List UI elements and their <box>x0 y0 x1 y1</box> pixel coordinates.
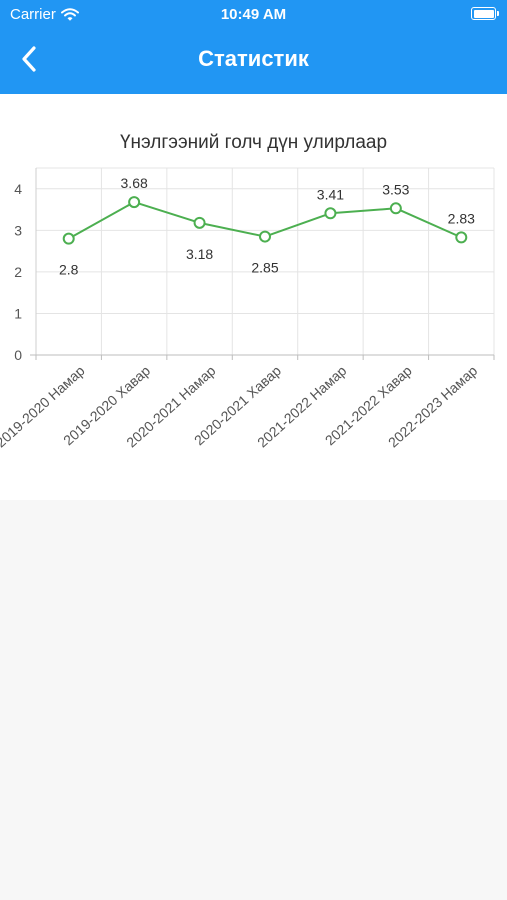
data-label: 3.53 <box>382 181 409 197</box>
data-point <box>455 231 468 244</box>
data-label: 2.8 <box>59 262 79 278</box>
data-label: 2.83 <box>448 210 475 226</box>
data-point <box>389 202 402 215</box>
data-point <box>259 230 271 243</box>
status-bar: Carrier 10:49 AM <box>0 0 507 28</box>
y-tick-label: 1 <box>14 305 22 321</box>
page-title: Статистик <box>198 46 309 71</box>
data-label: 3.18 <box>186 246 213 262</box>
back-button[interactable] <box>14 44 44 74</box>
y-tick-label: 4 <box>14 181 22 197</box>
data-label: 3.41 <box>317 186 344 202</box>
status-time: 10:49 AM <box>220 6 287 23</box>
app-header: Carrier 10:49 AM Статистик <box>0 0 507 94</box>
carrier-label: Carrier <box>10 6 56 23</box>
data-point <box>193 216 206 229</box>
data-label: 2.85 <box>251 260 278 276</box>
wifi-icon <box>60 8 79 21</box>
chevron-left-icon <box>22 46 36 72</box>
y-tick-label: 3 <box>14 222 22 238</box>
plot-area <box>36 168 494 355</box>
y-tick-label: 0 <box>14 347 22 363</box>
data-point <box>128 196 141 209</box>
y-tick-label: 2 <box>14 264 22 280</box>
data-point <box>62 232 75 245</box>
carrier-indicator: Carrier <box>10 6 79 23</box>
data-label: 3.68 <box>121 175 148 191</box>
data-point <box>324 207 337 220</box>
battery-icon <box>471 7 499 20</box>
chart-title: Үнэлгээний голч дүн улирлаар <box>119 132 388 153</box>
